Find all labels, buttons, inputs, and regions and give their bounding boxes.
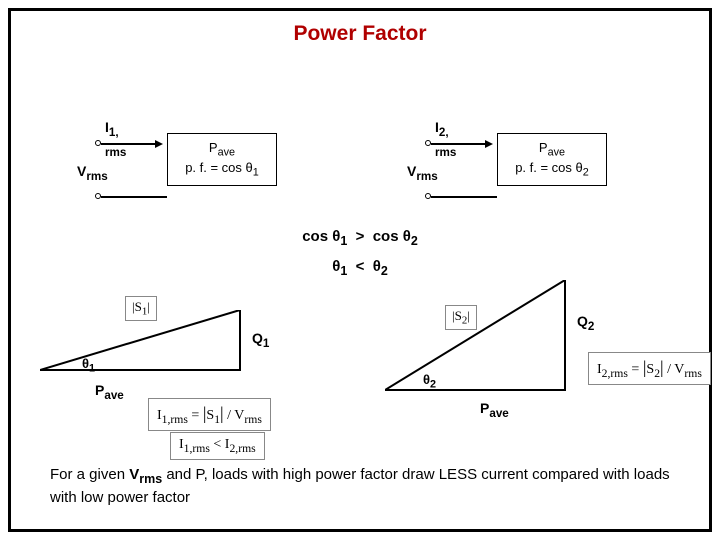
- theta2-label: θ2: [423, 372, 436, 391]
- p-ave-label: Pave: [176, 140, 268, 160]
- current-label: I2, rms: [435, 119, 456, 159]
- s2-magnitude: |S2|: [445, 305, 477, 330]
- voltage-label: Vrms: [407, 163, 438, 183]
- theta1-label: θ1: [82, 356, 95, 375]
- formula-i1rms: I1,rms = |S1| / Vrms: [148, 398, 271, 431]
- s1-magnitude: |S1|: [125, 296, 157, 321]
- power-triangle-1: |S1| Q1 θ1 Pave: [40, 310, 245, 380]
- theta-inequality: θ1 < θ2: [0, 258, 720, 278]
- triangle-svg: [385, 280, 570, 395]
- conclusion-text: For a given Vrms and P, loads with high …: [50, 465, 670, 508]
- voltage-label: Vrms: [77, 163, 108, 183]
- pave1-label: Pave: [95, 382, 124, 402]
- wire: [431, 196, 497, 198]
- pf-label: p. f. = cos θ1: [176, 160, 268, 180]
- formula-i2rms: I2,rms = |S2| / Vrms: [588, 352, 711, 385]
- current-arrow: [155, 140, 163, 148]
- p-ave-label: Pave: [506, 140, 598, 160]
- q1-label: Q1: [252, 330, 269, 350]
- power-triangle-2: |S2| Q2 θ2 Pave: [385, 280, 570, 400]
- pave2-label: Pave: [480, 400, 509, 420]
- load-box-1: Pave p. f. = cos θ1: [167, 133, 277, 186]
- formula-inequality: I1,rms < I2,rms: [170, 432, 265, 460]
- cos-inequality: cos θ1 > cos θ2: [0, 228, 720, 248]
- slide-title: Power Factor: [0, 22, 720, 46]
- load-box-2: Pave p. f. = cos θ2: [497, 133, 607, 186]
- pf-label: p. f. = cos θ2: [506, 160, 598, 180]
- q2-label: Q2: [577, 313, 594, 333]
- wire: [101, 196, 167, 198]
- current-arrow: [485, 140, 493, 148]
- current-label: I1, rms: [105, 119, 126, 159]
